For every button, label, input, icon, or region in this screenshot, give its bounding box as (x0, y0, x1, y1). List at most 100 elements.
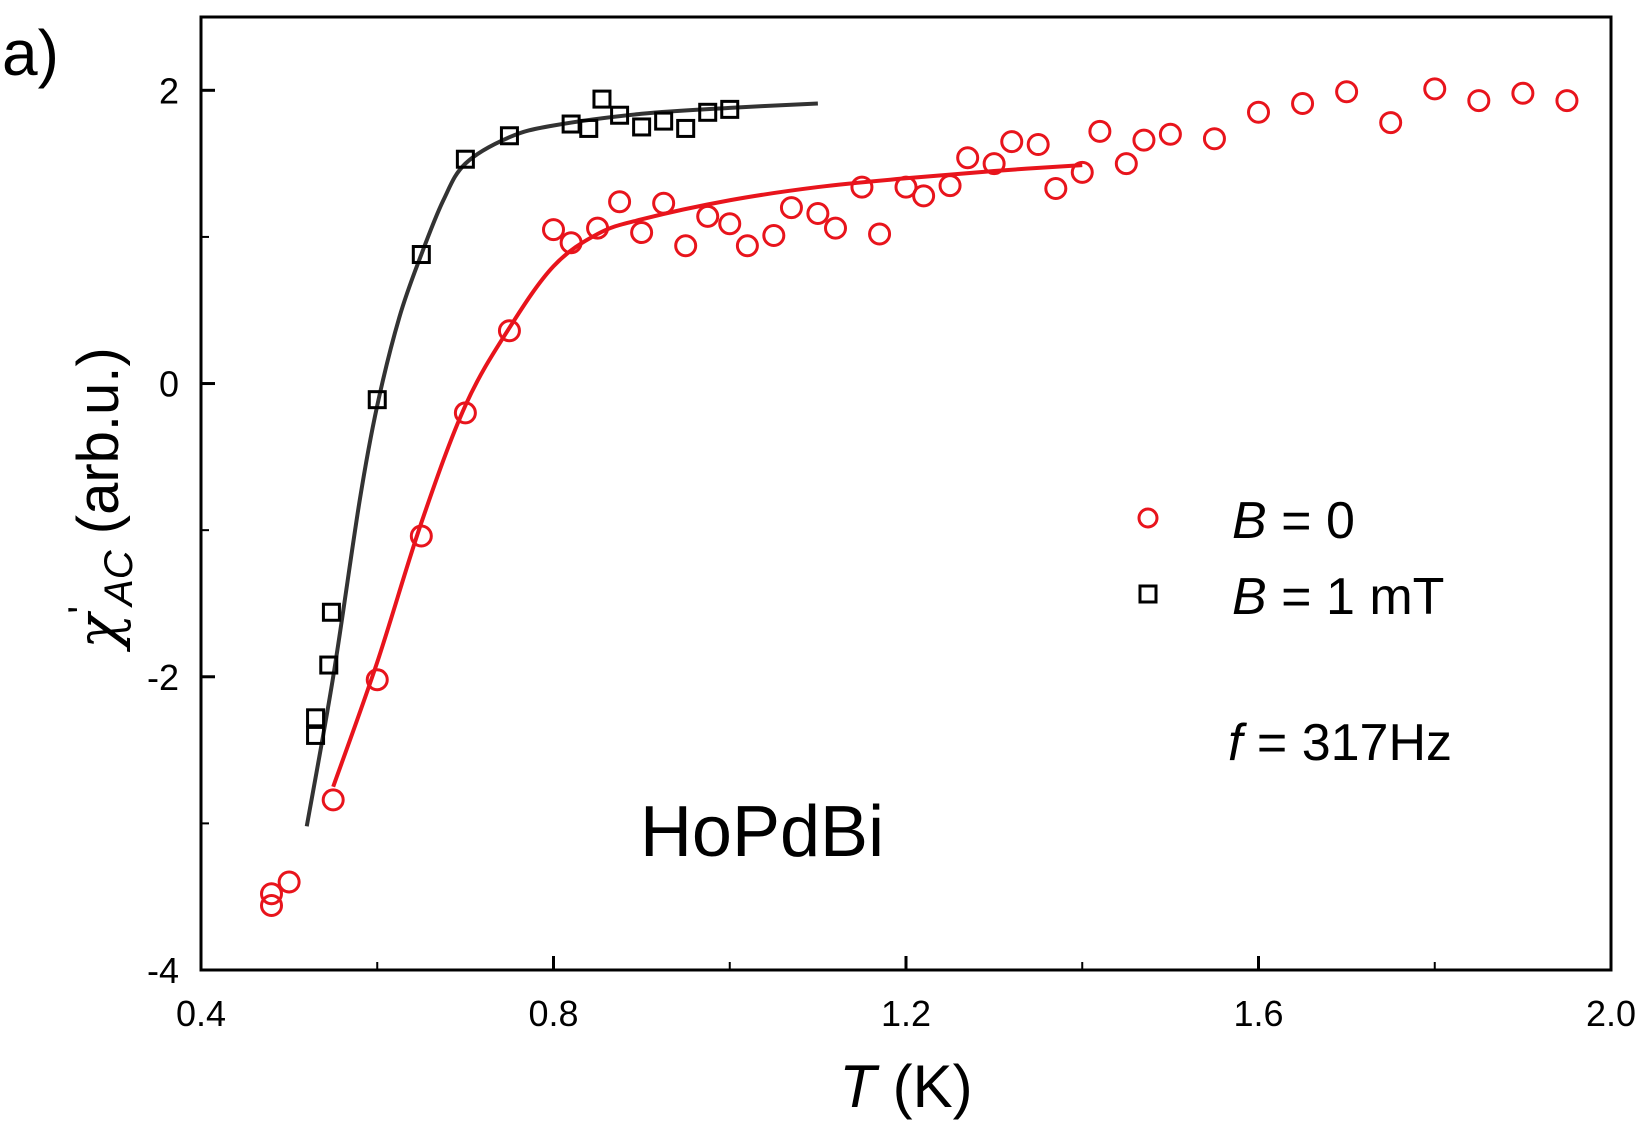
fit-lines (304, 101, 1083, 827)
data-point-b0 (652, 191, 676, 215)
data-point-b1mt (321, 602, 341, 622)
data-point-b0 (762, 223, 786, 247)
data-point-b0 (982, 152, 1006, 176)
x-tick-label: 2.0 (1586, 993, 1636, 1034)
data-point-b1mt (319, 655, 339, 675)
y-axis-label: χ'AC (arb.u.) (61, 347, 141, 652)
data-point-b0 (779, 196, 803, 220)
data-point-b0 (630, 221, 654, 245)
fit-line-b1mt (304, 101, 818, 827)
data-point-b1mt (676, 118, 696, 138)
data-point-b0 (1379, 111, 1403, 135)
frequency-symbol: f (1228, 714, 1247, 772)
data-point-b0 (1132, 128, 1156, 152)
data-point-b0 (850, 175, 874, 199)
frequency-value: = 317Hz (1242, 714, 1452, 772)
data-point-b0 (696, 204, 720, 228)
data-point-b0 (912, 184, 936, 208)
data-point-b0 (1114, 152, 1138, 176)
plot-frame (199, 15, 1613, 972)
legend-b1-text: = 1 mT (1267, 568, 1445, 626)
data-point-b1mt (698, 102, 718, 122)
data-point-b0 (938, 174, 962, 198)
y-axis: -4 -2 0 2 (147, 70, 215, 991)
data-point-b1mt (610, 105, 630, 125)
data-point-b1mt (654, 111, 674, 131)
x-axis-label: T (K) (839, 1053, 972, 1120)
data-point-b0 (453, 401, 477, 425)
data-point-b0 (497, 319, 521, 343)
data-point-b0 (1335, 80, 1359, 104)
data-point-b0 (277, 870, 301, 894)
data-point-b0 (718, 212, 742, 236)
data-point-b0 (1088, 119, 1112, 143)
sample-label: HoPdBi (640, 792, 884, 872)
data-point-b0 (1000, 130, 1024, 154)
data-point-b1mt (592, 89, 612, 109)
data-point-b0 (806, 201, 830, 225)
data-point-b0 (260, 893, 283, 917)
legend-b0-text: = 0 (1267, 492, 1355, 550)
y-axis-label-unit: (arb.u.) (66, 347, 131, 550)
plot-area (199, 15, 1613, 972)
data-point-b1mt (720, 99, 740, 119)
fit-line-b0 (331, 163, 1083, 788)
data-point-b0 (735, 234, 759, 258)
data-point-b1mt (455, 149, 475, 169)
data-point-b1mt (306, 708, 326, 728)
data-point-b0 (1423, 77, 1447, 101)
data-point-b0 (409, 524, 433, 548)
data-point-b0 (894, 175, 918, 199)
data-point-b1mt (561, 114, 581, 134)
data-point-b0 (321, 788, 345, 812)
data-point-b0 (1467, 89, 1491, 113)
data-point-b0 (586, 216, 610, 240)
data-point-b1mt (632, 117, 652, 137)
data-point-b0 (868, 222, 892, 246)
legend: B = 0 B = 1 mT (1137, 492, 1444, 626)
x-axis: 0.4 0.8 1.2 1.6 2.0 (176, 956, 1636, 1034)
y-tick-label: 2 (159, 70, 179, 111)
data-point-b0 (1555, 89, 1579, 113)
data-point-b0 (365, 668, 389, 692)
legend-marker-square (1138, 584, 1158, 604)
x-axis-label-symbol: T (839, 1053, 880, 1120)
data-point-b0 (1026, 133, 1050, 157)
y-tick-label: -2 (147, 657, 179, 698)
data-point-b0 (824, 216, 847, 240)
x-tick-label: 0.8 (528, 993, 578, 1034)
x-tick-label: 0.4 (176, 993, 226, 1034)
y-axis-label-text: χ'AC (arb.u.) (61, 347, 141, 652)
legend-label-b0: B = 0 (1232, 492, 1355, 550)
x-tick-label: 1.2 (881, 993, 931, 1034)
data-markers (260, 77, 1579, 917)
data-point-b0 (542, 218, 565, 242)
legend-label-b1: B = 1 mT (1232, 568, 1444, 626)
data-point-b1mt (306, 725, 326, 745)
y-tick-label: 0 (159, 364, 179, 405)
data-point-b0 (1202, 127, 1226, 151)
data-point-b0 (956, 146, 980, 170)
legend-b0-italic: B (1232, 492, 1267, 550)
data-point-b0 (1247, 100, 1270, 124)
data-point-b0 (1158, 122, 1182, 146)
data-point-b0 (559, 231, 583, 255)
data-point-b1mt (499, 126, 519, 146)
data-point-b0 (1044, 177, 1068, 201)
data-point-b1mt (579, 118, 599, 138)
y-axis-label-subscript: AC (97, 549, 141, 608)
data-point-b1mt (367, 390, 387, 410)
x-axis-label-unit: (K) (876, 1053, 973, 1120)
data-point-b1mt (411, 245, 431, 265)
y-tick-label: -4 (147, 950, 179, 991)
legend-marker-circle (1137, 507, 1159, 529)
frequency-annotation: f = 317Hz (1228, 714, 1452, 772)
data-point-b0 (1291, 92, 1315, 116)
data-point-b0 (608, 190, 632, 214)
data-point-b0 (1070, 160, 1094, 184)
y-axis-label-symbol: χ (64, 611, 132, 653)
panel-label: a) (2, 17, 59, 89)
y-axis-label-prime: ' (61, 606, 105, 614)
x-tick-label: 1.6 (1233, 993, 1283, 1034)
